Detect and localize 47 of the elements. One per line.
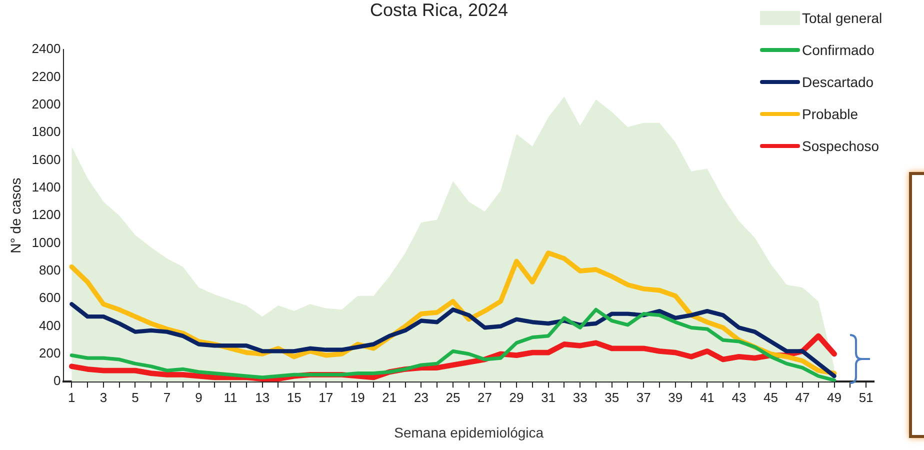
legend-label: Total general: [802, 10, 882, 26]
x-tick-label: 51: [858, 390, 874, 405]
y-tick-label: 400: [39, 318, 61, 333]
x-tick-label: 1: [68, 390, 76, 405]
x-tick-label: 49: [827, 390, 842, 405]
x-tick-label: 15: [286, 390, 302, 405]
x-tick-label: 27: [478, 390, 492, 405]
x-tick-label: 31: [541, 390, 556, 405]
x-tick-label: 41: [700, 390, 714, 405]
y-tick-label: 2400: [32, 41, 61, 56]
x-tick-label: 7: [163, 390, 171, 405]
x-tick-label: 37: [636, 390, 651, 405]
x-tick-label: 11: [224, 390, 238, 405]
x-tick-label: 3: [100, 390, 108, 405]
x-tick-label: 5: [132, 390, 139, 405]
y-tick-label: 0: [53, 373, 61, 388]
x-tick-label: 35: [604, 390, 620, 405]
y-tick-label: 1600: [32, 152, 61, 167]
y-tick-label: 1800: [32, 124, 61, 140]
y-tick-label: 1000: [32, 234, 61, 250]
x-tick-label: 25: [446, 390, 460, 405]
y-axis-title: N° de casos: [7, 178, 24, 254]
y-tick-label: 2200: [32, 68, 61, 84]
legend-label: Descartado: [802, 74, 874, 90]
y-tick-label: 200: [39, 346, 61, 361]
x-tick-label: 47: [795, 390, 810, 405]
x-tick-label: 21: [382, 390, 397, 405]
legend-label: Confirmado: [802, 42, 874, 58]
x-tick-label: 13: [255, 390, 270, 405]
x-tick-label: 23: [414, 390, 428, 405]
x-tick-label: 29: [509, 390, 524, 405]
x-tick-label: 43: [732, 390, 746, 405]
y-tick-label: 800: [39, 262, 61, 278]
x-axis-title: Semana epidemiológica: [394, 424, 544, 440]
legend-label: Probable: [802, 106, 858, 122]
x-tick-label: 17: [318, 390, 334, 405]
y-tick-label: 600: [39, 290, 61, 306]
y-tick-label: 1200: [32, 207, 61, 222]
x-tick-label: 45: [763, 390, 778, 405]
x-tick-label: 33: [572, 390, 588, 405]
y-tick-label: 2000: [32, 96, 61, 112]
y-tick-label: 1400: [32, 180, 61, 195]
x-tick-label: 9: [195, 390, 202, 405]
chart-title: Costa Rica, 2024: [370, 0, 508, 20]
x-tick-label: 39: [668, 390, 683, 405]
legend-label: Sospechoso: [802, 138, 880, 154]
x-tick-label: 19: [350, 390, 365, 405]
